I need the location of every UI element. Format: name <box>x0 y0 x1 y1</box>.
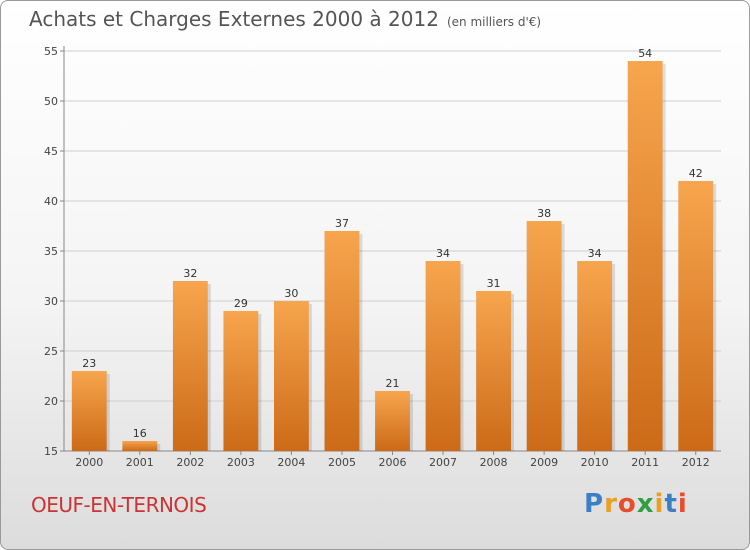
bars <box>71 61 717 451</box>
data-label: 21 <box>386 377 400 390</box>
data-label: 54 <box>638 47 652 60</box>
bar <box>375 391 410 451</box>
bar-shadow <box>308 304 312 451</box>
bar <box>172 281 208 451</box>
logo-letter: i <box>654 489 665 519</box>
place-name: OEUF-EN-TERNOIS <box>31 493 207 517</box>
data-label: 37 <box>335 217 349 230</box>
y-tick-label: 50 <box>44 95 58 108</box>
x-tick-label: 2007 <box>429 456 457 469</box>
x-tick-label: 2001 <box>126 456 154 469</box>
y-tick-label: 55 <box>44 45 58 58</box>
labels: 15 20 25 30 35 40 45 50 55 23 2000 16 2001 32 2002 29 20… <box>44 45 710 469</box>
x-tick-label: 2000 <box>75 456 103 469</box>
data-label: 34 <box>436 247 450 260</box>
bar <box>627 61 663 451</box>
bar <box>577 261 613 451</box>
logo-letter: P <box>584 489 605 519</box>
bar-shadow <box>409 394 413 451</box>
proxiti-logo[interactable]: Proxiti <box>584 489 688 519</box>
data-label: 30 <box>284 287 298 300</box>
x-tick-label: 2005 <box>328 456 356 469</box>
x-tick-label: 2012 <box>682 456 710 469</box>
x-tick-label: 2010 <box>581 456 609 469</box>
bar-shadow <box>359 234 363 451</box>
bar-shadow <box>511 294 515 451</box>
y-tick-label: 45 <box>44 145 58 158</box>
x-tick-label: 2011 <box>631 456 659 469</box>
y-tick-label: 40 <box>44 195 58 208</box>
logo-letter: x <box>636 489 655 519</box>
bar <box>71 371 107 451</box>
bar <box>425 261 461 451</box>
logo-letter: r <box>604 489 618 519</box>
data-label: 23 <box>82 357 96 370</box>
bar <box>273 301 309 451</box>
bar <box>476 291 512 451</box>
data-label: 34 <box>588 247 602 260</box>
chart-unit-label: (en milliers d'€) <box>446 15 542 29</box>
data-label: 38 <box>537 207 551 220</box>
x-tick-label: 2004 <box>277 456 305 469</box>
bar-shadow <box>207 284 211 451</box>
bar-shadow <box>561 224 565 451</box>
y-tick-label: 15 <box>44 445 58 458</box>
x-tick-label: 2003 <box>227 456 255 469</box>
bar-shadow <box>157 444 161 451</box>
logo-letter: o <box>617 489 637 519</box>
x-tick-label: 2002 <box>176 456 204 469</box>
bar <box>678 181 714 451</box>
bar-shadow <box>713 184 717 451</box>
bar <box>223 311 259 451</box>
bar-shadow <box>106 374 110 451</box>
bar-shadow <box>612 264 616 451</box>
bar <box>324 231 360 451</box>
bar <box>526 221 562 451</box>
bar-shadow <box>460 264 464 451</box>
bar-shadow <box>258 314 262 451</box>
bar <box>122 441 158 451</box>
x-tick-label: 2006 <box>379 456 407 469</box>
y-tick-label: 25 <box>44 345 58 358</box>
y-tick-label: 30 <box>44 295 58 308</box>
chart-title-text: Achats et Charges Externes 2000 à 2012 <box>29 7 439 31</box>
data-label: 32 <box>183 267 197 280</box>
x-tick-label: 2009 <box>530 456 558 469</box>
logo-letter: i <box>677 489 688 519</box>
data-label: 16 <box>133 427 147 440</box>
data-label: 31 <box>487 277 501 290</box>
chart-title: Achats et Charges Externes 2000 à 2012 (e… <box>29 7 541 31</box>
data-label: 42 <box>689 167 703 180</box>
y-tick-label: 20 <box>44 395 58 408</box>
logo-letter: t <box>664 489 678 519</box>
data-label: 29 <box>234 297 248 310</box>
bar-shadow <box>662 64 666 451</box>
x-tick-label: 2008 <box>480 456 508 469</box>
y-tick-label: 35 <box>44 245 58 258</box>
